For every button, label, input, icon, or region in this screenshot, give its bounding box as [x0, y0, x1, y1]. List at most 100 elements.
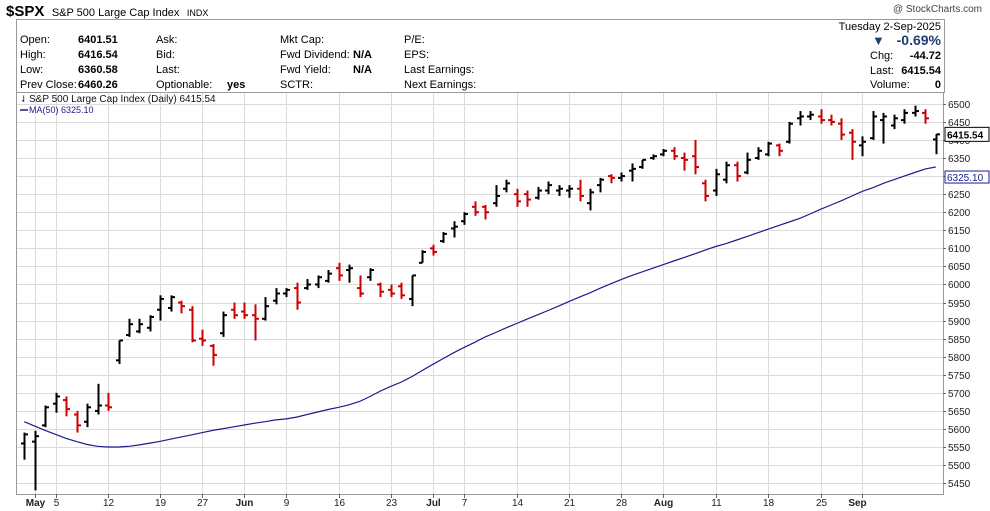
chart-legend: ⇃ S&P 500 Large Cap Index (Daily) 6415.54… [20, 94, 216, 115]
x-tick-label: 21 [564, 498, 576, 509]
ohlc-bar [618, 172, 625, 182]
ohlc-bar [147, 315, 154, 332]
last-earnings-label: Last Earnings: [404, 64, 475, 76]
ohlc-bar [430, 244, 437, 256]
ohlc-bar [157, 295, 164, 321]
copyright-label: @ StockCharts.com [892, 4, 982, 15]
ohlc-bar [105, 392, 112, 411]
ohlc-bar [922, 109, 929, 124]
y-tick-label: 6050 [948, 262, 971, 273]
ohlc-bar [136, 318, 143, 334]
y-tick-label: 5950 [948, 299, 971, 310]
x-tick-label: 7 [462, 498, 468, 509]
legend-ohlc-icon: ⇃ [20, 94, 28, 104]
fwd-yield-label: Fwd Yield: [280, 64, 331, 76]
high-value: 6416.54 [78, 49, 118, 61]
exchange-label: INDX [186, 8, 209, 18]
ohlc-bar [189, 306, 196, 343]
optionable-value: yes [227, 79, 246, 91]
ohlc-bar [671, 147, 678, 160]
ohlc-bar [32, 430, 39, 491]
ma-value-tag: 6325.10 [947, 173, 984, 184]
ohlc-bar [807, 111, 814, 121]
x-tick-label: 11 [711, 498, 722, 509]
ohlc-bar [776, 143, 783, 157]
y-tick-label: 6200 [948, 208, 971, 219]
ohlc-bar [818, 109, 825, 124]
ohlc-bar [178, 300, 185, 314]
ohlc-bar [514, 188, 521, 207]
ohlc-bar [367, 268, 374, 281]
ohlc-bar [377, 282, 384, 298]
ohlc-bar [545, 181, 552, 195]
ohlc-bar [660, 148, 667, 157]
ohlc-bar [419, 250, 426, 264]
ohlc-bar [828, 114, 835, 126]
eps-label: EPS: [404, 49, 430, 61]
ohlc-bar [409, 274, 416, 307]
x-tick-label: 18 [763, 498, 775, 509]
optionable-label: Optionable: [156, 79, 213, 91]
fwd-dividend-label: Fwd Dividend: [280, 49, 350, 61]
ohlc-bar [252, 304, 259, 341]
ask-label: Ask: [156, 34, 178, 46]
chart-grid [17, 93, 943, 494]
sctr-label: SCTR: [280, 79, 313, 91]
x-tick-label: Aug [654, 498, 673, 509]
y-tick-label: 5750 [948, 371, 971, 382]
ohlc-bar [283, 288, 290, 298]
y-tick-label: 6350 [948, 154, 971, 165]
open-value: 6401.51 [78, 34, 118, 46]
pe-label: P/E: [404, 34, 425, 46]
ohlc-bar [493, 185, 500, 207]
x-tick-label: Jun [236, 498, 254, 509]
ohlc-bar [294, 282, 301, 310]
last-price-tag: 6415.54 [947, 130, 984, 141]
ohlc-bar [21, 432, 28, 460]
fwd-dividend-value: N/A [353, 49, 372, 61]
ohlc-bar [639, 158, 646, 169]
ohlc-bar [42, 405, 49, 428]
ohlc-bar [838, 118, 845, 140]
ma-layer [23, 166, 936, 448]
ohlc-bar [74, 410, 81, 433]
ohlc-bar [880, 112, 887, 144]
ohlc-bar [650, 154, 657, 160]
ohlc-bar [482, 204, 489, 220]
plot-frame [16, 92, 944, 495]
ohlc-bar [440, 232, 447, 243]
change-value: -44.72 [909, 50, 941, 62]
ohlc-bar [231, 302, 238, 319]
price-bars [21, 105, 940, 491]
y-tick-label: 5800 [948, 353, 971, 364]
ma-value-box [944, 170, 990, 184]
ohlc-bar [273, 288, 280, 305]
y-tick-label: 5500 [948, 461, 971, 472]
ohlc-bar [524, 190, 531, 207]
fwd-yield-value: N/A [353, 64, 372, 76]
last-price-box [944, 126, 990, 142]
ohlc-bar [116, 339, 123, 364]
x-tick-label: 5 [54, 498, 60, 509]
ohlc-bar [859, 136, 866, 157]
low-label: Low: [20, 64, 44, 76]
ohlc-bar [891, 114, 898, 130]
change-percent: -0.69% [896, 32, 941, 48]
high-label: High: [20, 49, 46, 61]
ohlc-bar [168, 295, 175, 312]
ohlc-bar [692, 139, 699, 175]
ohlc-bar [587, 188, 594, 211]
ohlc-bar [199, 329, 206, 346]
x-tick-label: 23 [386, 498, 398, 509]
bid-label: Bid: [156, 49, 175, 61]
ohlc-bar [220, 311, 227, 337]
y-tick-label: 6500 [948, 100, 971, 111]
ma50-line [23, 166, 936, 448]
ohlc-bar [713, 168, 720, 196]
ohlc-bar [241, 302, 248, 319]
ohlc-bar [304, 279, 311, 290]
prev-close-label: Prev Close: [20, 79, 77, 91]
prev-close-value: 6460.26 [78, 79, 118, 91]
chart-title: $SPX S&P 500 Large Cap Index INDX [6, 3, 209, 20]
